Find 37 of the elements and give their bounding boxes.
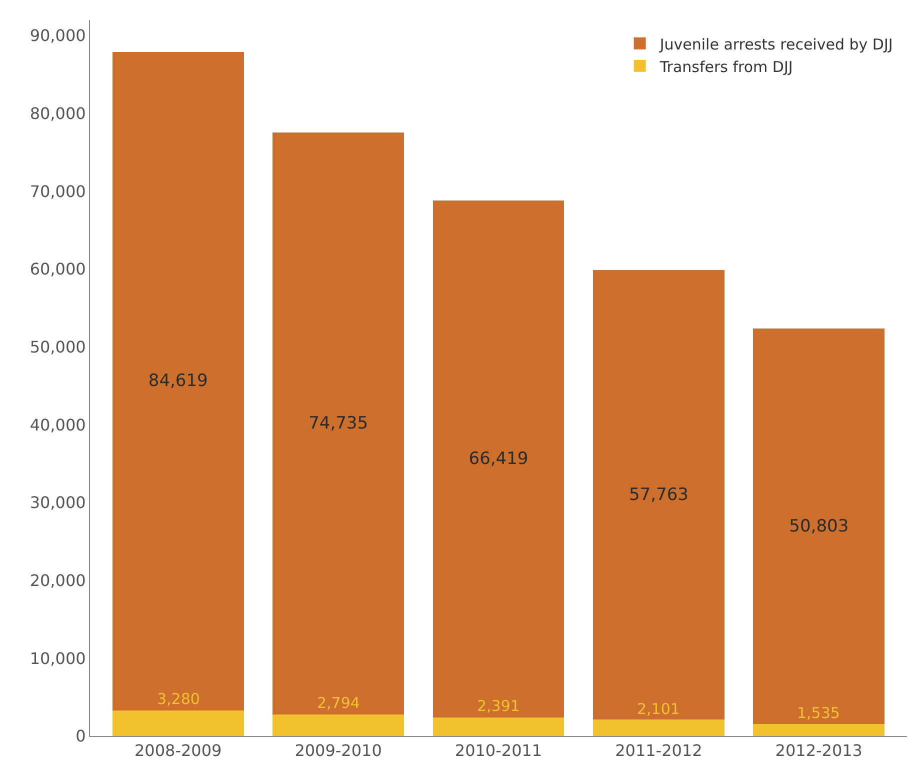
y-tick-label: 80,000 <box>30 104 86 123</box>
bar <box>593 270 724 720</box>
y-tick-label: 90,000 <box>30 26 86 46</box>
bar <box>272 714 404 736</box>
data-label: 1,535 <box>797 704 840 722</box>
bar <box>432 200 564 718</box>
legend-label: Transfers from DJJ <box>658 58 793 76</box>
legend-label: Juvenile arrests received by DJJ <box>658 35 893 54</box>
bar <box>272 132 404 714</box>
y-tick-label: 40,000 <box>30 415 86 434</box>
y-tick-label: 30,000 <box>30 493 86 512</box>
data-label: 57,763 <box>628 484 688 505</box>
data-label: 66,419 <box>468 448 528 469</box>
data-label: 3,280 <box>157 690 200 708</box>
data-label: 50,803 <box>789 516 849 536</box>
x-tick-label: 2009-2010 <box>294 741 382 760</box>
data-label: 84,619 <box>148 371 208 392</box>
y-tick-label: 20,000 <box>30 570 86 590</box>
bar <box>112 52 244 710</box>
y-tick-label: 50,000 <box>30 337 86 356</box>
bar <box>432 717 564 736</box>
y-tick-label: 70,000 <box>30 182 86 201</box>
bar <box>753 724 885 736</box>
data-label: 2,391 <box>477 697 520 715</box>
y-tick-label: 0 <box>76 726 86 746</box>
x-tick-label: 2010-2011 <box>454 741 542 760</box>
x-tick-label: 2008-2009 <box>134 741 222 760</box>
y-tick-label: 10,000 <box>30 648 86 668</box>
bar <box>112 710 244 736</box>
x-tick-label: 2012-2013 <box>775 741 862 760</box>
data-label: 2,101 <box>637 700 680 718</box>
data-label: 2,794 <box>317 694 360 712</box>
bar <box>753 328 885 724</box>
bar <box>593 720 724 736</box>
y-tick-label: 60,000 <box>30 260 86 279</box>
x-tick-label: 2011-2012 <box>615 741 702 760</box>
data-label: 74,735 <box>308 413 368 434</box>
